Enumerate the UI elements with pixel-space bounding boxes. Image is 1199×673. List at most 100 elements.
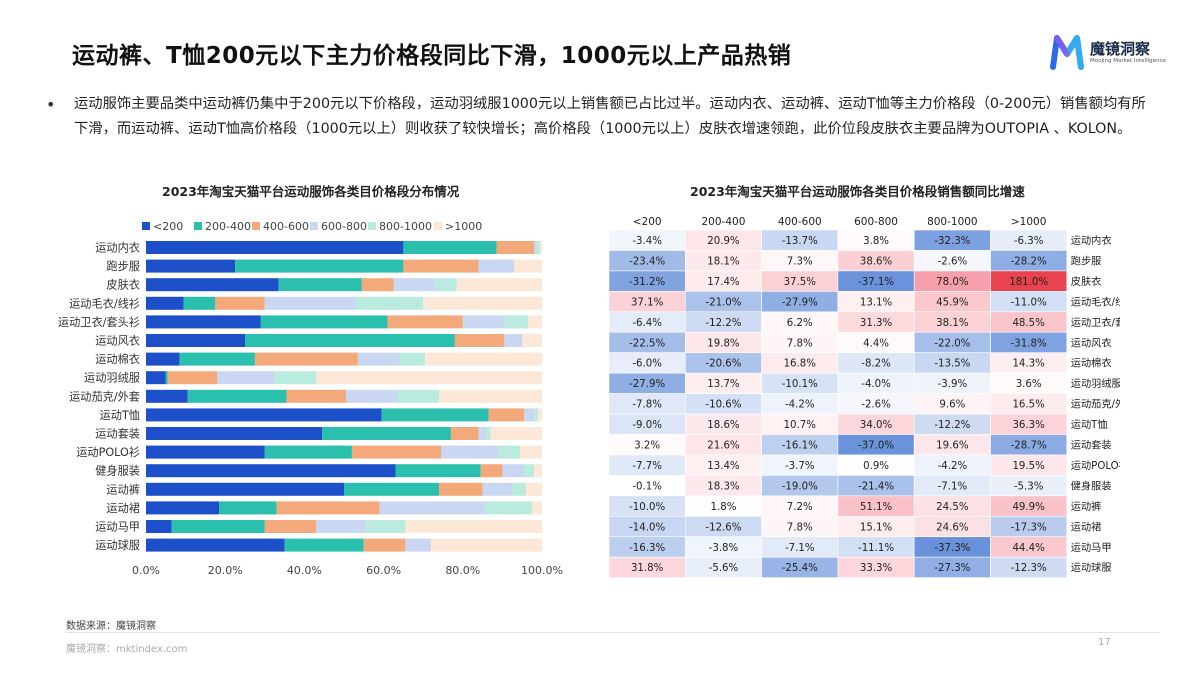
heatmap-cell-label: -7.8% [632,400,662,411]
bar-segment [395,464,481,478]
heatmap-row-label: 运动内衣 [1071,234,1112,247]
legend-label: 200-400 [205,220,251,233]
heatmap-cell-label: 16.5% [1012,400,1045,411]
heatmap-cell-label: 37.1% [631,297,664,308]
heatmap-cell [990,556,1068,578]
heatmap-cell-label: -4.0% [861,379,891,390]
bar-segment [431,538,542,552]
bar-segment [286,389,346,403]
bar-segment [171,520,265,533]
category-label: 运动套装 [95,428,140,441]
legend-label: <200 [153,220,183,233]
heatmap-cell-label: -28.2% [1011,256,1047,267]
bar-segment [379,501,485,515]
bar-segment [381,408,489,422]
heatmap-cell-label: 31.3% [860,318,893,329]
bar-segment [484,501,533,515]
bar-segment [524,464,535,478]
bar-segment [439,482,483,496]
bar-segment [486,427,491,440]
heatmap-cell-label: 181.0% [1009,277,1048,288]
heatmap-column-header: 600-800 [854,216,898,228]
legend-label: >1000 [445,220,482,233]
legend-swatch [252,222,260,230]
heatmap-cell-label: 7.8% [787,522,813,533]
heatmap-row-label: 运动裤 [1071,500,1102,513]
category-label: 运动卫衣/套头衫 [58,315,140,329]
heatmap-cell-label: 34.0% [860,420,893,431]
heatmap-cell-label: -9.0% [632,420,662,431]
bar-segment [284,538,364,552]
heatmap-cell-label: -21.4% [858,481,894,492]
heatmap-row-label: 运动羽绒服 [1071,377,1120,390]
bar-segment [146,241,404,254]
heatmap-cell-label: -31.8% [1011,338,1047,349]
heatmap-cell-label: -3.4% [632,236,662,247]
heatmap-cell-label: -37.3% [934,543,970,554]
category-label: 健身服装 [95,464,140,478]
legend-swatch [194,222,202,230]
x-tick-label: 0.0% [132,564,160,577]
bar-segment [274,371,317,385]
bar-segment [187,389,287,403]
heatmap-cell-label: 20.9% [707,236,740,247]
heatmap-cell-label: 13.4% [707,461,740,472]
bar-segment [478,259,515,273]
heatmap-cell-label: 3.8% [863,236,889,247]
heatmap-cell-label: -16.1% [782,441,818,452]
bar-segment [399,352,426,366]
category-label: 运动POLO衫 [76,446,140,459]
bar-segment [490,427,542,440]
bar-segment [526,482,542,496]
heatmap-cell-label: -19.0% [782,481,818,492]
heatmap-cell-label: 18.3% [707,481,740,492]
bar-segment [146,315,261,329]
heatmap-cell-label: 13.7% [707,379,740,390]
bar-segment [520,445,542,459]
bar-segment [435,278,457,292]
bar-segment [316,520,366,533]
category-label: 跑步服 [106,259,140,273]
heatmap-cell-label: -21.0% [705,297,741,308]
heatmap-cell-label: 0.9% [863,461,889,472]
bar-segment [439,389,542,403]
summary-paragraph: 运动服饰主要品类中运动裤仍集中于200元以下价格段，运动羽绒服1000元以上销售… [74,96,1146,137]
heatmap-cell-label: 7.2% [787,502,813,513]
footer-divider [66,632,1160,633]
category-label: 运动裙 [106,502,140,515]
bar-segment [504,315,529,329]
heatmap-cell-label: -6.4% [632,318,662,329]
stacked-bar-chart: <200 200-400 400-600 600-800 800-1000 >1000 运动… [58,220,563,577]
heatmap-cell-label: 24.6% [936,522,969,533]
heatmap-cell-label: -11.1% [858,543,894,554]
bar-segment [540,241,542,254]
bar-segment [219,501,277,515]
bar-segment [146,482,344,496]
heatmap-cell-label: 19.6% [936,441,969,452]
bar-segment [478,427,487,440]
bar-segment [146,427,323,440]
legend-label: 800-1000 [379,220,432,233]
bar-segment [361,278,394,292]
bar-segment [344,482,440,496]
heatmap-cell-label: -32.3% [934,236,970,247]
heatmap-cell-label: 21.6% [707,441,740,452]
heatmap-cell-label: -12.3% [1011,563,1047,574]
heatmap-cell-label: -11.0% [1011,297,1047,308]
heatmap-column-header: 200-400 [702,216,746,228]
heatmap-cell-label: 7.8% [787,338,813,349]
logo-subtitle: Moojing Market Intelligence [1090,58,1166,64]
heatmap-cell-label: 33.3% [860,563,893,574]
bar-segment [536,241,541,254]
heatmap-title: 2023年淘宝天猫平台运动服饰各类目价格段销售额同比增速 [690,184,1025,199]
bar-segment [215,296,265,310]
x-tick-label: 60.0% [366,564,401,577]
heatmap-row-label: 皮肤衣 [1071,275,1102,288]
heatmap-cell-label: 31.8% [631,563,664,574]
heatmap-cell-label: -3.9% [938,379,968,390]
heatmap-cell-label: -31.2% [629,277,665,288]
heatmap-cell-label: 6.2% [787,318,813,329]
bar-segment [183,296,216,310]
bar-segment [146,538,285,552]
bar-segment [522,334,542,347]
